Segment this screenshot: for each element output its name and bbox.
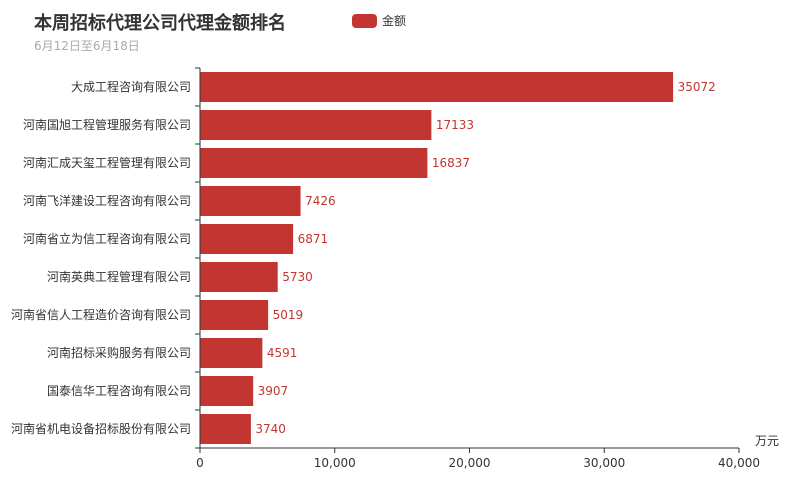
bar-value-label: 3907	[258, 384, 289, 398]
bar	[200, 300, 269, 330]
bar	[200, 110, 432, 140]
bar	[200, 262, 278, 292]
x-tick-label: 30,000	[583, 456, 625, 470]
legend-swatch	[352, 13, 377, 28]
bar	[200, 338, 263, 368]
bar-value-label: 7426	[305, 194, 336, 208]
x-axis-unit-label: 万元	[755, 434, 779, 448]
bar	[200, 414, 251, 444]
y-category-label: 河南省信人工程造价咨询有限公司	[11, 307, 191, 322]
y-category-label: 河南招标采购服务有限公司	[47, 345, 191, 360]
bar	[200, 148, 428, 178]
legend-label: 金额	[382, 14, 407, 28]
x-tick-label: 10,000	[314, 456, 356, 470]
bar-value-label: 4591	[267, 346, 298, 360]
x-tick-label: 20,000	[449, 456, 491, 470]
bar-value-label: 5019	[273, 308, 304, 322]
legend-item-amount[interactable]: 金额	[352, 12, 406, 29]
bar-value-label: 6871	[298, 232, 329, 246]
bar	[200, 186, 301, 216]
y-category-label: 河南英典工程管理有限公司	[47, 269, 191, 284]
y-category-label: 河南汇成天玺工程管理有限公司	[23, 155, 191, 170]
x-tick-label: 0	[196, 456, 204, 470]
bar-value-label: 35072	[678, 80, 716, 94]
bar	[200, 224, 294, 254]
bar	[200, 72, 674, 102]
bar-value-label: 3740	[255, 422, 286, 436]
y-category-label: 大成工程咨询有限公司	[71, 79, 191, 94]
y-category-label: 河南省机电设备招标股份有限公司	[11, 421, 191, 436]
chart-subtitle: 6月12日至6月18日	[34, 39, 140, 53]
chart-title: 本周招标代理公司代理金额排名	[34, 13, 286, 34]
y-category-label: 河南省立为信工程咨询有限公司	[23, 231, 191, 246]
y-category-label: 河南飞洋建设工程咨询有限公司	[23, 193, 191, 208]
x-tick-label: 40,000	[718, 456, 760, 470]
bar-value-label: 17133	[436, 118, 474, 132]
bar-value-label: 16837	[432, 156, 470, 170]
y-category-label: 河南国旭工程管理服务有限公司	[23, 117, 191, 132]
bar	[200, 376, 254, 406]
bar-value-label: 5730	[282, 270, 313, 284]
y-category-label: 国泰信华工程咨询有限公司	[47, 383, 191, 398]
